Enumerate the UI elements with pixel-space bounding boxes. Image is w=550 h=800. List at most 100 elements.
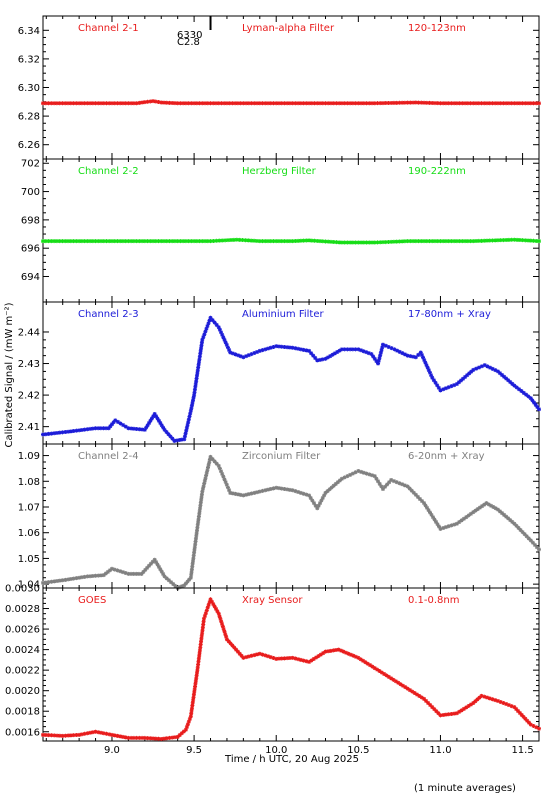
data-point [468, 239, 473, 244]
data-point [236, 492, 241, 497]
data-point [400, 351, 405, 356]
panel-filter: Zirconium Filter [242, 451, 321, 462]
data-point [66, 577, 71, 582]
data-point [57, 430, 62, 435]
data-point [430, 239, 435, 244]
data-point [422, 501, 427, 506]
data-point [331, 648, 336, 653]
data-point [96, 573, 101, 578]
data-point [198, 351, 203, 356]
data-point [167, 239, 172, 244]
data-point [465, 373, 470, 378]
data-point [41, 732, 45, 737]
data-point [429, 512, 434, 517]
data-point [129, 735, 134, 740]
data-point [463, 374, 468, 379]
data-point [334, 101, 339, 106]
data-point [156, 418, 161, 423]
data-point [197, 357, 202, 362]
data-point [285, 487, 290, 492]
data-point [90, 426, 95, 431]
data-point [282, 487, 287, 491]
data-point [370, 240, 375, 245]
x-tick-label: 11.5 [511, 745, 533, 756]
data-point [137, 735, 142, 740]
data-point [380, 345, 385, 350]
data-point [241, 655, 246, 660]
data-point [99, 101, 104, 106]
data-point [419, 353, 424, 358]
data-point [471, 701, 476, 706]
data-point [193, 536, 198, 541]
data-point [123, 101, 128, 106]
data-point [328, 239, 333, 244]
footnote: (1 minute averages) [414, 783, 516, 794]
data-point [192, 393, 197, 398]
data-point [454, 239, 459, 244]
data-point [341, 649, 346, 654]
data-point [487, 238, 492, 243]
data-point [164, 576, 169, 581]
data-point [93, 426, 98, 431]
data-point [198, 642, 203, 647]
data-point [519, 389, 524, 394]
data-point [323, 356, 328, 361]
data-point [282, 344, 287, 349]
data-point [271, 101, 276, 106]
data-point [263, 653, 268, 658]
data-point [220, 621, 225, 626]
data-point [271, 344, 276, 349]
data-point [185, 579, 190, 584]
data-point [350, 471, 355, 476]
data-point [325, 489, 330, 494]
data-point [482, 694, 487, 699]
data-point [370, 101, 375, 106]
data-point [383, 343, 388, 348]
data-point [194, 673, 199, 678]
data-point [519, 712, 524, 717]
data-point [90, 101, 95, 106]
data-point [126, 735, 131, 740]
y-tick-label: 0.0020 [5, 686, 40, 697]
data-point [191, 553, 196, 558]
data-point [109, 566, 114, 571]
data-point [350, 240, 355, 245]
data-point [307, 493, 312, 498]
data-point [424, 698, 429, 703]
data-point [537, 101, 541, 106]
data-point [356, 240, 361, 245]
data-point [112, 567, 117, 572]
data-point [164, 736, 169, 741]
data-point [398, 682, 403, 687]
data-point [221, 627, 226, 632]
data-point [482, 502, 487, 507]
data-point [141, 569, 146, 574]
data-point [276, 344, 281, 349]
data-point [337, 101, 342, 106]
data-point [90, 239, 95, 244]
series-ch24 [41, 454, 541, 590]
data-point [126, 571, 131, 576]
data-point [88, 101, 93, 106]
data-point [274, 344, 279, 349]
data-point [524, 534, 529, 539]
data-point [239, 653, 244, 658]
data-point [112, 101, 117, 106]
data-point [106, 426, 111, 431]
data-point [350, 347, 355, 352]
data-point [260, 101, 265, 106]
data-point [331, 240, 336, 245]
data-point [422, 100, 427, 105]
data-point [203, 239, 208, 244]
y-tick-label: 700 [21, 187, 40, 198]
data-point [489, 503, 494, 508]
panels-group: 6.26 6.28 6.30 6.32 6.34 Channel 2-1 Lyman-alp… [5, 15, 541, 756]
data-point [438, 388, 443, 393]
data-point [314, 655, 319, 660]
data-point [537, 547, 541, 552]
data-point [244, 655, 249, 660]
data-point [389, 100, 394, 105]
data-point [161, 572, 166, 577]
data-point [243, 238, 248, 243]
panel-panel-label: Channel 2-1 [78, 23, 139, 34]
